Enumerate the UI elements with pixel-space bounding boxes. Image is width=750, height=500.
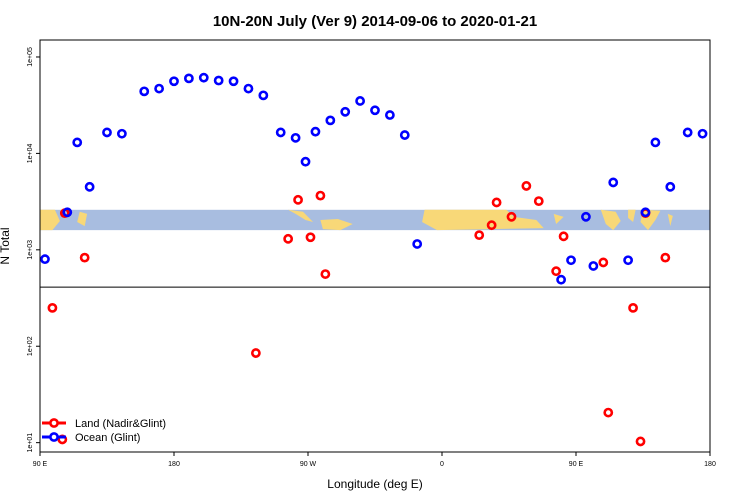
map-land: [40, 209, 60, 231]
land-point: [305, 232, 316, 243]
ocean-point: [275, 127, 286, 138]
ocean-point: [623, 255, 634, 266]
map-land: [667, 213, 673, 227]
ocean-point: [154, 83, 165, 94]
land-point: [474, 230, 485, 241]
ocean-point: [198, 72, 209, 83]
ocean-point: [355, 96, 366, 106]
land-point: [506, 211, 517, 222]
land-point: [283, 233, 294, 244]
land-point: [79, 252, 90, 263]
land-point: [660, 252, 671, 263]
legend-ocean-marker: [49, 432, 59, 442]
ocean-point: [556, 274, 567, 285]
land-point: [558, 231, 569, 242]
map-land: [320, 219, 353, 231]
ocean-point: [581, 211, 591, 222]
ocean-point: [102, 127, 112, 138]
ocean-point: [340, 106, 351, 117]
chart-title: 10N-20N July (Ver 9) 2014-09-06 to 2020-…: [213, 13, 537, 30]
x-tick-label: 90 E: [569, 461, 584, 468]
map-land: [77, 211, 88, 227]
data-points: [40, 72, 708, 447]
map-land: [422, 209, 544, 231]
land-point: [551, 266, 562, 277]
y-tick-label: 1e+05: [27, 47, 34, 67]
map-land: [628, 209, 636, 222]
ocean-point: [40, 254, 50, 265]
ocean-point: [384, 110, 395, 120]
map-ocean: [40, 209, 710, 231]
ocean-point: [72, 137, 83, 148]
ocean-point: [697, 128, 708, 139]
y-tick-label: 1e+03: [27, 240, 34, 260]
land-point: [491, 197, 502, 208]
y-tick-label: 1e+04: [27, 143, 34, 163]
land-point: [250, 348, 261, 358]
ocean-point: [412, 239, 423, 249]
legend-ocean-label: Ocean (Glint): [75, 432, 140, 444]
land-point: [293, 194, 303, 205]
map-land: [553, 213, 564, 224]
ocean-point: [566, 255, 576, 266]
ocean-point: [213, 75, 224, 86]
y-axis-label: N Total: [0, 227, 12, 264]
map-land: [288, 209, 313, 222]
ocean-point: [650, 137, 661, 148]
ocean-point: [169, 76, 179, 87]
plot-frame: [39, 39, 711, 453]
ocean-point: [370, 105, 380, 116]
legend-land-marker: [49, 418, 59, 428]
x-tick-label: 180: [168, 461, 180, 468]
x-tick-label: 0: [440, 461, 444, 468]
ocean-point: [325, 115, 336, 126]
ocean-point: [228, 76, 239, 87]
ocean-point: [62, 207, 73, 218]
land-point: [603, 407, 614, 418]
legend: Land (Nadir&Glint) Ocean (Glint): [42, 418, 166, 444]
land-point: [315, 190, 326, 201]
land-point: [628, 302, 638, 313]
ocean-point: [139, 86, 150, 97]
land-point: [598, 257, 609, 268]
land-point: [486, 220, 497, 231]
ocean-point: [116, 128, 127, 139]
ocean-point: [399, 130, 410, 140]
ocean-point: [290, 132, 301, 143]
ocean-point: [608, 177, 619, 188]
ocean-point: [588, 261, 599, 271]
land-point: [47, 302, 58, 313]
ocean-point: [665, 181, 676, 192]
y-tick-label: 1e+01: [27, 433, 34, 453]
x-axis-label: Longitude (deg E): [327, 477, 422, 491]
ocean-point: [310, 126, 321, 137]
land-point: [533, 196, 544, 207]
world-map-band: [40, 209, 710, 231]
ocean-point: [183, 73, 194, 84]
x-tick-label: 90 E: [33, 461, 48, 468]
land-point: [320, 269, 331, 279]
ocean-point: [84, 181, 95, 192]
x-tick-label: 180: [704, 461, 716, 468]
map-land: [600, 209, 621, 231]
ocean-point: [243, 83, 254, 94]
legend-land-label: Land (Nadir&Glint): [75, 418, 166, 430]
ocean-point: [682, 127, 693, 138]
land-point: [635, 436, 646, 447]
ocean-point: [640, 207, 651, 218]
y-tick-label: 1e+02: [27, 336, 34, 356]
ocean-point: [258, 90, 269, 101]
x-tick-label: 90 W: [300, 461, 317, 468]
land-point: [521, 181, 532, 191]
ocean-point: [300, 156, 311, 167]
axis-ticks: 90 E 180 90 W 0 90 E 180 1e+01 1e+02 1e+03 1e+04 1…: [27, 47, 716, 468]
